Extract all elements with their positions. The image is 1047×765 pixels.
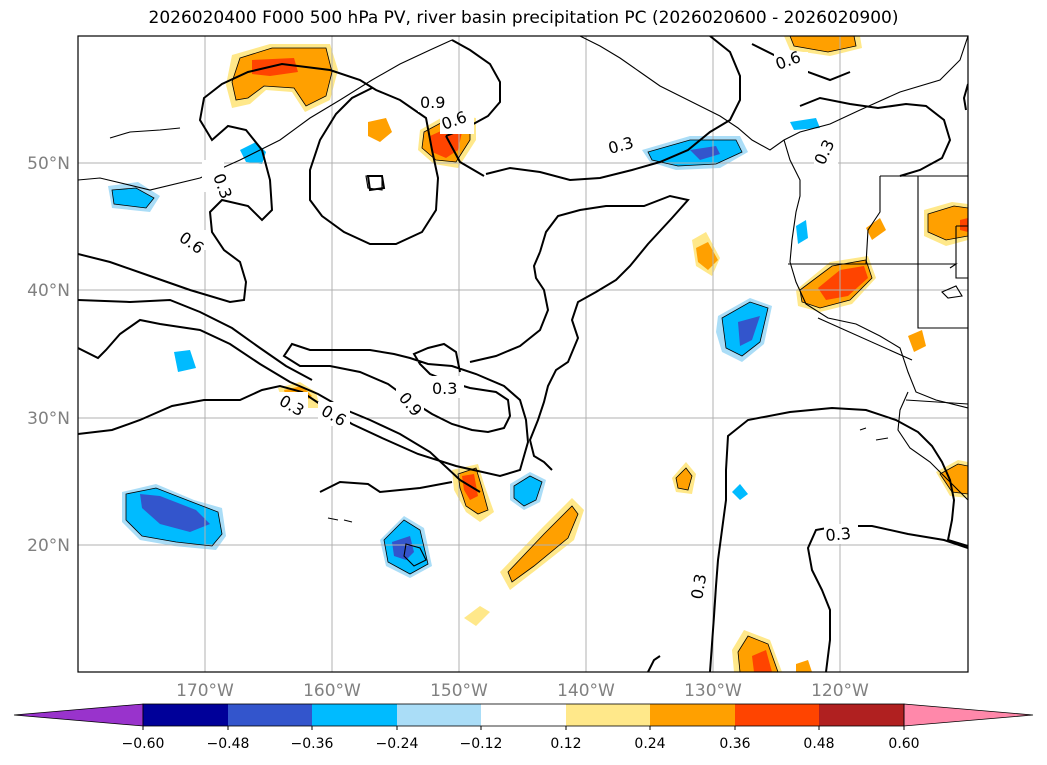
map-area: 0.3 0.6 0.9 0.3 0.6 0.9 0.3 0.3 0.6 0.3 … — [78, 36, 968, 672]
pos-blob — [866, 218, 886, 240]
longitude-labels: 170°W 160°W 150°W 140°W 130°W 120°W — [176, 681, 869, 701]
latitude-labels: 50°N 40°N 30°N 20°N — [27, 154, 70, 556]
neg-blob — [796, 220, 808, 244]
pos-blob — [908, 330, 926, 352]
colorbar-tick-label: 0.48 — [803, 736, 834, 752]
pos-blob — [818, 266, 868, 300]
lon-label-160w: 160°W — [303, 681, 361, 701]
neg-blob — [790, 118, 820, 130]
colorbar-segment — [566, 704, 650, 726]
colorbar-segment — [819, 704, 904, 726]
map-frame — [77, 35, 969, 673]
colorbar-tick-label: −0.48 — [207, 736, 250, 752]
lon-label-140w: 140°W — [557, 681, 615, 701]
contour-label: 0.3 — [825, 524, 852, 545]
contour-label: 0.3 — [687, 572, 710, 600]
contour-label: 0.9 — [420, 93, 445, 112]
lat-label-50n: 50°N — [27, 154, 70, 174]
colorbar-frame — [142, 703, 905, 727]
contour-label: 0.3 — [432, 379, 457, 398]
pv-contours — [78, 36, 968, 672]
colorbar-tick-label: −0.60 — [122, 736, 165, 752]
pos-blob — [368, 118, 392, 142]
colorbar-segment — [735, 704, 819, 726]
colorbar-extend-max — [903, 703, 1034, 727]
colorbar-segment — [312, 704, 397, 726]
neg-blob — [732, 484, 748, 500]
colorbar-tick-label: 0.12 — [550, 736, 581, 752]
colorbar: −0.60 −0.48 −0.36 −0.24 −0.12 0.12 0.24 … — [13, 703, 1034, 752]
neg-blob — [738, 316, 760, 346]
precip-anomaly-shading — [108, 36, 968, 672]
neg-blob — [392, 536, 414, 560]
lat-label-20n: 20°N — [27, 536, 70, 556]
lon-label-130w: 130°W — [684, 681, 742, 701]
contour-labels: 0.3 0.6 0.9 0.3 0.6 0.9 0.3 0.3 0.6 0.3 … — [176, 47, 858, 604]
lon-label-170w: 170°W — [176, 681, 234, 701]
lat-label-30n: 30°N — [27, 409, 70, 429]
colorbar-segment — [228, 704, 312, 726]
precip-outlines — [111, 36, 968, 672]
pos-blob — [252, 58, 298, 76]
lon-label-150w: 150°W — [430, 681, 488, 701]
colorbar-tick-label: −0.36 — [291, 736, 334, 752]
colorbar-segment — [397, 704, 481, 726]
map-title: 2026020400 F000 500 hPa PV, river basin … — [148, 8, 899, 28]
colorbar-tick-label: 0.60 — [888, 736, 919, 752]
colorbar-segment — [650, 704, 735, 726]
pos-blob — [928, 206, 968, 240]
colorbar-extend-min — [13, 703, 144, 727]
pos-blob — [960, 218, 968, 232]
pos-blob — [508, 506, 578, 582]
neg-blob — [174, 350, 196, 372]
lat-label-40n: 40°N — [27, 281, 70, 301]
neg-blob — [140, 494, 210, 532]
neg-blob — [514, 476, 542, 506]
neg-blob — [112, 188, 154, 208]
pos-blob — [464, 606, 490, 626]
pos-blob — [752, 650, 772, 672]
colorbar-segment — [143, 704, 228, 726]
colorbar-tick-label: −0.12 — [460, 736, 503, 752]
pos-blob — [796, 660, 812, 672]
colorbar-tick-label: −0.24 — [376, 736, 419, 752]
pos-blob — [676, 468, 692, 490]
colorbar-tick-label: 0.24 — [634, 736, 665, 752]
colorbar-tick-label: 0.36 — [719, 736, 750, 752]
colorbar-segment — [481, 704, 566, 726]
lon-label-120w: 120°W — [811, 681, 869, 701]
coastlines — [78, 36, 968, 567]
